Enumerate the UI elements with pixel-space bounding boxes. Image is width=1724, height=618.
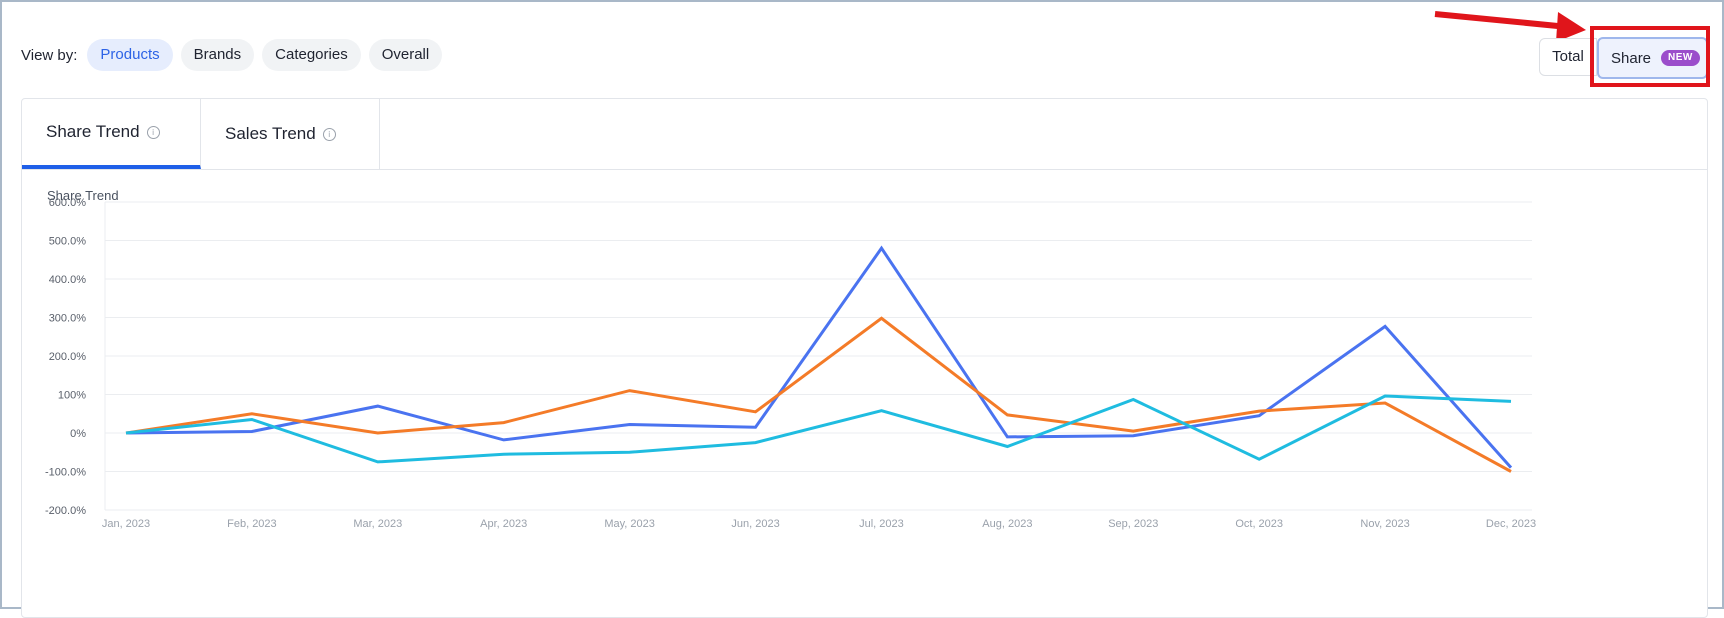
total-toggle-button[interactable]: Total (1539, 38, 1597, 76)
trend-tabs: Share Trend i Sales Trend i (22, 99, 1707, 170)
x-tick-label: Mar, 2023 (353, 518, 402, 530)
view-by-brands-button[interactable]: Brands (180, 39, 255, 71)
y-tick-label: 500.0% (49, 236, 87, 248)
y-tick-label: 100% (58, 390, 86, 402)
share-trend-chart: 600.0% 500.0% 400.0% 300.0% 200.0% 100% 0% -100… (45, 197, 1536, 530)
x-tick-label: Dec, 2023 (1486, 518, 1536, 530)
view-by-bar: View by: Products Brands Categories Over… (21, 38, 443, 72)
y-tick-label: -200.0% (45, 505, 86, 517)
info-icon[interactable]: i (146, 125, 160, 139)
view-by-categories-button[interactable]: Categories (262, 39, 361, 71)
view-by-overall-button[interactable]: Overall (368, 39, 443, 71)
view-by-label: View by: (21, 46, 78, 64)
tab-sales-trend-label: Sales Trend (225, 124, 316, 143)
x-tick-label: Sep, 2023 (1108, 518, 1158, 530)
y-tick-label: -100.0% (45, 467, 86, 479)
annotation-highlight-box (1590, 26, 1710, 87)
series-line-3 (125, 394, 1512, 464)
x-tick-label: Feb, 2023 (227, 518, 277, 530)
share-toggle-label: Share (1611, 49, 1652, 67)
new-badge: NEW (1661, 50, 1700, 66)
x-tick-label: May, 2023 (604, 518, 655, 530)
y-tick-label: 200.0% (49, 351, 87, 363)
x-tick-label: Apr, 2023 (480, 518, 527, 530)
view-by-products-button[interactable]: Products (87, 39, 173, 71)
series-line-1 (125, 245, 1513, 469)
x-tick-label: Jul, 2023 (859, 518, 904, 530)
share-toggle-button[interactable]: Share NEW (1597, 37, 1708, 79)
trend-card: Share Trend i Sales Trend i Share Trend … (21, 98, 1708, 618)
y-tick-label: 0% (70, 428, 86, 440)
x-tick-label: Nov, 2023 (1360, 518, 1409, 530)
y-tick-label: 400.0% (49, 274, 87, 286)
y-tick-label: 300.0% (49, 313, 87, 325)
y-tick-label: 600.0% (49, 197, 87, 209)
x-tick-label: Jun, 2023 (731, 518, 779, 530)
tab-share-trend-label: Share Trend (46, 122, 140, 141)
x-tick-label: Aug, 2023 (982, 518, 1032, 530)
x-tick-label: Jan, 2023 (102, 518, 150, 530)
x-tick-label: Oct, 2023 (1235, 518, 1283, 530)
series-line-2 (125, 316, 1512, 473)
chart-title: Share Trend (47, 188, 119, 203)
tab-share-trend[interactable]: Share Trend i (22, 99, 201, 169)
info-icon[interactable]: i (322, 127, 336, 141)
tab-sales-trend[interactable]: Sales Trend i (201, 99, 380, 169)
annotation-arrow (1434, 11, 1586, 42)
